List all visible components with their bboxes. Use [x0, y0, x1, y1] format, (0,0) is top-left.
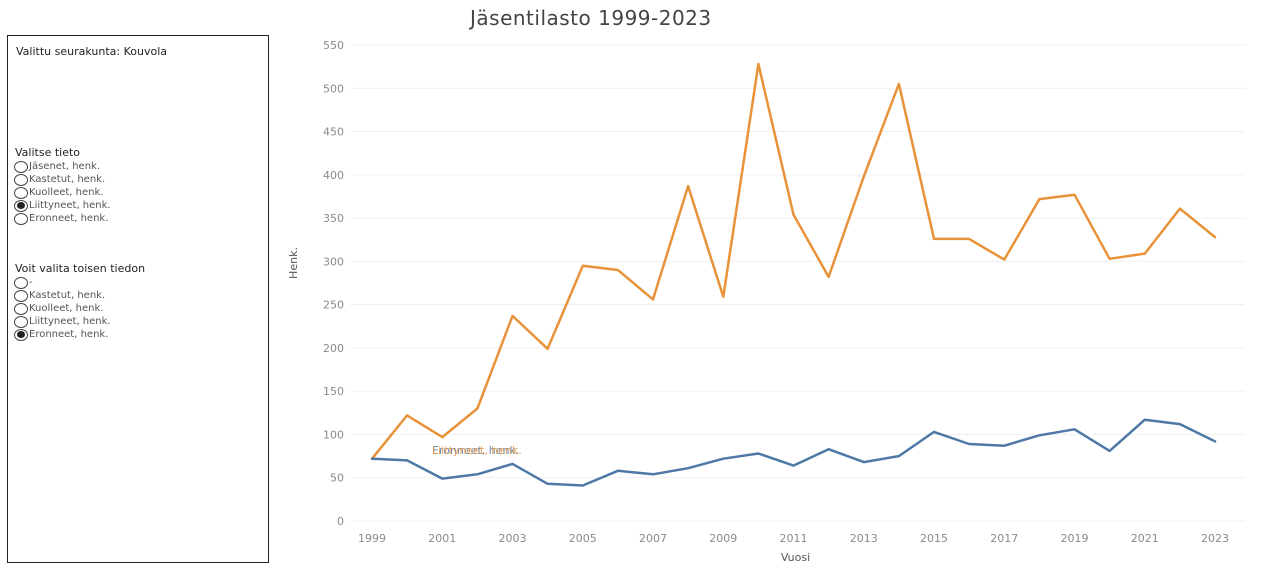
y-tick-label: 100: [323, 428, 344, 441]
radio-button-icon[interactable]: [14, 276, 28, 289]
y-tick-label: 200: [323, 342, 344, 355]
y-tick-label: 450: [323, 126, 344, 139]
radio-label: Eronneet, henk.: [29, 213, 109, 224]
line-chart: 0 50 100 150 200 250 300 350 400 450 500 550 1999 20…: [287, 39, 1245, 564]
x-axis-ticks: 1999 2001 2003 2005 2007 2009 2011 2013 2015 2017…: [358, 532, 1229, 545]
x-tick-label: 2021: [1131, 532, 1159, 545]
primary-option-baptized[interactable]: Kastetut, henk.: [14, 173, 111, 186]
primary-option-joined[interactable]: Liittyneet, henk.: [14, 199, 111, 212]
x-tick-label: 2019: [1061, 532, 1089, 545]
x-tick-label: 2023: [1201, 532, 1229, 545]
primary-metric-title: Valitse tieto: [15, 146, 81, 159]
radio-button-icon[interactable]: [14, 315, 28, 328]
primary-metric-radio-group: Valitse tieto Jäsenet, henk. Kastetut, h…: [14, 146, 111, 225]
radio-button-icon[interactable]: [14, 173, 28, 186]
radio-label: Liittyneet, henk.: [29, 200, 111, 211]
y-tick-label: 50: [330, 472, 344, 485]
radio-label: Eronneet, henk.: [29, 329, 109, 340]
radio-label: Kastetut, henk.: [29, 174, 106, 185]
filter-panel: Valittu seurakunta: Kouvola Valitse tiet…: [7, 35, 269, 563]
y-tick-label: 250: [323, 299, 344, 312]
y-tick-label: 0: [337, 515, 344, 528]
radio-label: -: [29, 277, 33, 288]
x-tick-label: 2015: [920, 532, 948, 545]
y-tick-label: 350: [323, 212, 344, 225]
secondary-metric-title: Voit valita toisen tiedon: [15, 262, 146, 275]
radio-button-checked-icon[interactable]: [14, 199, 28, 212]
y-tick-label: 550: [323, 39, 344, 52]
x-tick-label: 1999: [358, 532, 386, 545]
x-tick-label: 2013: [850, 532, 878, 545]
secondary-option-baptized[interactable]: Kastetut, henk.: [14, 289, 145, 302]
radio-button-icon[interactable]: [14, 160, 28, 173]
primary-option-resigned[interactable]: Eronneet, henk.: [14, 212, 111, 225]
y-tick-label: 150: [323, 385, 344, 398]
radio-label: Jäsenet, henk.: [29, 161, 101, 172]
radio-label: Kastetut, henk.: [29, 290, 106, 301]
y-tick-label: 500: [323, 82, 344, 95]
grid-lines: [350, 44, 1245, 522]
radio-button-icon[interactable]: [14, 302, 28, 315]
radio-button-icon[interactable]: [14, 186, 28, 199]
x-tick-label: 2017: [990, 532, 1018, 545]
y-axis-title: Henk.: [287, 247, 300, 279]
radio-label: Liittyneet, henk.: [29, 316, 111, 327]
x-tick-label: 2005: [569, 532, 597, 545]
radio-label: Kuolleet, henk.: [29, 187, 104, 198]
x-tick-label: 2011: [780, 532, 808, 545]
secondary-option-none[interactable]: -: [14, 276, 145, 289]
primary-option-deceased[interactable]: Kuolleet, henk.: [14, 186, 111, 199]
y-tick-label: 400: [323, 169, 344, 182]
series-annotation: Liittyneet, henk.: [432, 444, 522, 457]
secondary-metric-radio-group: Voit valita toisen tiedon - Kastetut, he…: [14, 262, 145, 341]
radio-button-icon[interactable]: [14, 289, 28, 302]
x-tick-label: 2009: [709, 532, 737, 545]
secondary-option-resigned[interactable]: Eronneet, henk.: [14, 328, 145, 341]
chart-title: Jäsentilasto 1999-2023: [470, 6, 712, 30]
radio-label: Kuolleet, henk.: [29, 303, 104, 314]
secondary-option-deceased[interactable]: Kuolleet, henk.: [14, 302, 145, 315]
x-tick-label: 2001: [428, 532, 456, 545]
radio-button-icon[interactable]: [14, 212, 28, 225]
selected-parish-label: Valittu seurakunta: Kouvola: [16, 45, 167, 58]
secondary-option-joined[interactable]: Liittyneet, henk.: [14, 315, 145, 328]
series-annotation: Eronneet, henk.: [432, 444, 519, 457]
radio-button-checked-icon[interactable]: [14, 328, 28, 341]
x-tick-label: 2007: [639, 532, 667, 545]
y-axis-ticks: 0 50 100 150 200 250 300 350 400 450 500 550: [323, 39, 344, 528]
y-tick-label: 300: [323, 255, 344, 268]
primary-option-members[interactable]: Jäsenet, henk.: [14, 160, 111, 173]
series-line-eronneet: [370, 418, 1217, 487]
series-line-liittyneet: [370, 62, 1217, 460]
x-tick-label: 2003: [499, 532, 527, 545]
x-axis-title: Vuosi: [781, 551, 810, 564]
series-annotations: Eronneet, henk.Liittyneet, henk.: [432, 444, 522, 457]
series-lines: [370, 62, 1217, 487]
